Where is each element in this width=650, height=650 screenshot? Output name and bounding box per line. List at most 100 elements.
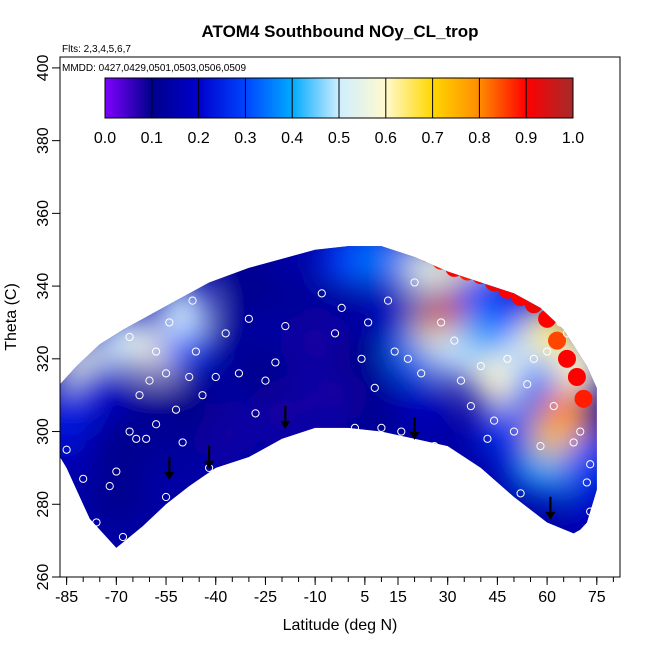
observation-point (556, 318, 565, 327)
colorbar-tick-label: 0.0 (94, 130, 116, 147)
field-sample (156, 285, 209, 338)
y-tick-label: 380 (35, 127, 52, 154)
observation-points (62, 278, 595, 542)
field-sample (355, 246, 408, 283)
observation-point (496, 500, 505, 509)
observation-point (436, 318, 446, 327)
observation-point (281, 321, 290, 331)
flight-arrows (164, 405, 556, 520)
observation-point (145, 376, 154, 385)
observation-point (410, 278, 419, 287)
observation-point (529, 354, 538, 363)
observation-point (317, 289, 326, 298)
x-axis-label: Latitude (deg N) (283, 617, 398, 634)
x-tick-label: 45 (488, 589, 506, 606)
observation-point (516, 489, 525, 498)
x-tick-label: -10 (304, 589, 327, 606)
colorbar-tick-label: 0.1 (141, 130, 163, 147)
observation-point (165, 318, 174, 327)
observation-point (476, 361, 485, 371)
y-tick-label: 280 (35, 491, 52, 518)
observation-point (403, 354, 413, 363)
observation-point (62, 445, 71, 454)
x-tick-label: -85 (55, 589, 78, 606)
observation-point (443, 460, 452, 469)
field-sample (256, 387, 309, 440)
y-tick-label: 360 (35, 200, 52, 227)
observation-point (456, 376, 466, 385)
observation-point (576, 427, 585, 436)
x-tick-label: -25 (254, 589, 277, 606)
edge-cell (445, 258, 464, 277)
field-sample (222, 260, 275, 313)
colorbar-tick-label: 0.9 (515, 130, 537, 147)
observation-point (377, 423, 386, 433)
field-sample (96, 420, 149, 473)
observation-point (350, 423, 360, 433)
field-sample (206, 314, 259, 367)
observation-point (483, 434, 492, 443)
colorbar-tick-label: 1.0 (562, 130, 584, 147)
x-axis: -85 -70 -55 -40 -25 -10 5 15 30 45 60 75 (55, 577, 614, 606)
x-tick-label: 30 (439, 589, 457, 606)
y-tick-label: 340 (35, 273, 52, 300)
field-sample (77, 361, 130, 414)
observation-point (397, 427, 406, 436)
observation-point (251, 409, 260, 418)
observation-point (466, 401, 475, 411)
observation-point (337, 303, 346, 313)
edge-cell (538, 309, 557, 328)
colorbar: 0.0 0.1 0.2 0.3 0.4 0.5 0.6 0.7 0.8 0.9 1.0 (94, 77, 584, 147)
y-axis-label: Theta (C) (3, 283, 20, 351)
down-arrow (545, 496, 556, 520)
observation-point (171, 405, 181, 414)
y-tick-label: 260 (35, 564, 52, 591)
observation-point (92, 518, 101, 527)
colorbar-tick-label: 0.3 (234, 130, 256, 147)
y-tick-label: 320 (35, 345, 52, 372)
observation-point (132, 434, 141, 443)
edge-cell (557, 349, 576, 368)
observation-point (357, 354, 366, 363)
field-sample (355, 387, 408, 440)
down-arrow (204, 445, 215, 469)
observation-point (198, 391, 207, 400)
field-sample (305, 369, 358, 422)
observation-point (562, 329, 572, 338)
observation-point (430, 441, 439, 451)
x-tick-label: 15 (389, 589, 407, 606)
edge-cell (574, 389, 593, 408)
chart-title: ATOM4 Southbound NOy_CL_trop (201, 22, 478, 41)
observation-point (118, 532, 128, 542)
observation-point (151, 347, 161, 356)
edge-cell (485, 273, 504, 292)
observation-point (450, 336, 459, 345)
observation-point (383, 296, 393, 305)
y-tick-label: 300 (35, 418, 52, 445)
field-sample (567, 478, 597, 531)
down-arrow (280, 405, 291, 429)
observation-point (271, 358, 280, 367)
observation-point (509, 427, 519, 436)
flights-note: Flts: 2,3,4,5,6,7 (62, 44, 131, 55)
edge-cell (524, 295, 543, 314)
x-tick-label: -70 (105, 589, 128, 606)
observation-point (543, 347, 552, 356)
observation-point (135, 391, 144, 400)
observation-point (582, 478, 591, 487)
colorbar-tick-label: 0.6 (375, 130, 397, 147)
edge-cell (548, 331, 567, 350)
observation-point (161, 492, 171, 502)
y-axis: 260 280 300 320 340 360 380 400 (35, 54, 60, 590)
observation-point (586, 460, 595, 469)
colorbar-tick-label: 0.4 (281, 130, 303, 147)
down-arrow (164, 456, 175, 480)
field-sample (560, 434, 597, 487)
observation-point (151, 420, 161, 429)
observation-point (178, 500, 187, 509)
plot-frame (59, 56, 621, 578)
observation-point (364, 318, 373, 327)
observation-point (79, 474, 88, 483)
edge-cell (458, 262, 477, 281)
observation-point (221, 329, 230, 338)
